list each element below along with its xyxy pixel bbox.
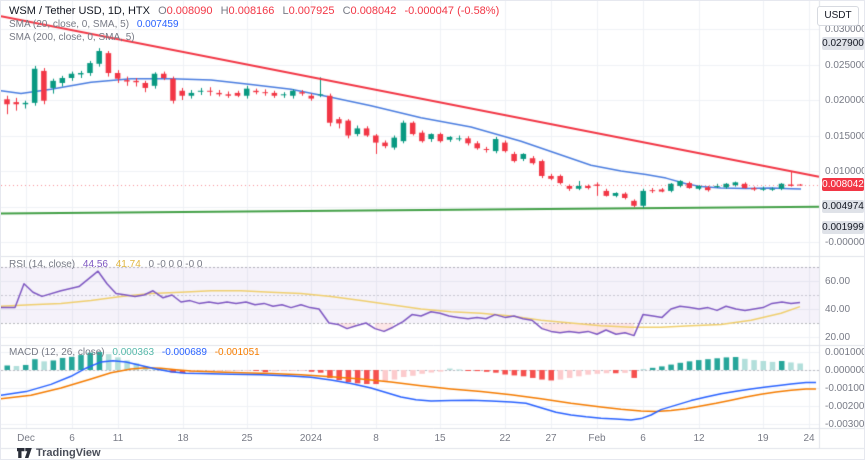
macd-label[interactable]: MACD (12, 26, close): [9, 347, 105, 358]
macd-indicator-row[interactable]: MACD (12, 26, close) 0.000363 -0.000689 …: [9, 347, 260, 358]
time-tick-label: 2024: [299, 433, 323, 444]
sma200-label[interactable]: SMA (200, close, 0, SMA, 5): [9, 32, 135, 43]
price-badge: 0.004974: [822, 199, 864, 213]
close-value: 0.008042: [350, 5, 397, 17]
sma200-row[interactable]: SMA (200, close, 0, SMA, 5): [9, 31, 499, 44]
time-tick-label: 6: [69, 433, 75, 444]
time-tick-label: 6: [640, 433, 646, 444]
price-tick-label: 0.030000: [825, 24, 865, 35]
time-tick-label: 15: [434, 433, 446, 444]
macd-line-value: -0.000689: [161, 347, 207, 358]
time-tick-label: 22: [499, 433, 511, 444]
price-tick-label: 0.020000: [825, 95, 865, 106]
symbol-title[interactable]: WSM / Tether USD, 1D, HTX: [9, 5, 150, 17]
price-tick-label: 0.015000: [825, 130, 865, 142]
time-tick-label: 12: [693, 433, 705, 444]
currency-toggle-button[interactable]: USDT: [817, 6, 859, 26]
macd-tick-label: 0.001000: [825, 347, 865, 358]
rsi-tick-label: 40.00: [825, 304, 851, 315]
change-value: -0.000047 (-0.58%): [404, 5, 500, 17]
tradingview-logo-icon: [17, 448, 32, 458]
macd-tick-label: 0.000000: [825, 365, 865, 376]
rsi-tick-label: 60.00: [825, 276, 851, 287]
time-tick-label: 27: [545, 433, 557, 444]
price-badge: 0.008042: [822, 177, 864, 191]
tradingview-attribution[interactable]: TradingView: [17, 447, 101, 459]
price-tick-label: -0.000000: [825, 237, 865, 248]
time-tick-label: 11: [112, 433, 124, 444]
sma20-value: 0.007459: [136, 19, 179, 30]
price-tick-label: 0.010000: [825, 166, 865, 177]
rsi-value: 44.56: [82, 259, 108, 270]
open-value: 0.008090: [166, 5, 213, 17]
close-label: C: [342, 5, 351, 17]
high-label: H: [220, 5, 229, 17]
macd-tick-label: -0.001000: [825, 383, 865, 394]
rsi-ma-value: 41.74: [115, 259, 141, 270]
time-tick-label: 25: [241, 433, 253, 444]
time-tick-label: Dec: [17, 433, 35, 444]
tradingview-logo-text: TradingView: [36, 447, 101, 459]
macd-tick-label: -0.002000: [825, 401, 865, 412]
time-tick-label: 24: [803, 433, 815, 444]
time-tick-label: Feb: [588, 433, 606, 444]
time-tick-label: 19: [757, 433, 769, 444]
rsi-indicator-row[interactable]: RSI (14, close) 44.56 41.74 0 -0 0 0 -0 …: [9, 259, 202, 270]
time-tick-label: 18: [177, 433, 189, 444]
macd-signal-value: -0.001051: [214, 347, 260, 358]
chart-header: WSM / Tether USD, 1D, HTX O0.008090 H0.0…: [9, 5, 499, 44]
rsi-label[interactable]: RSI (14, close): [9, 259, 76, 270]
macd-hist-value: 0.000363: [112, 347, 155, 358]
rsi-tick-label: 20.00: [825, 332, 851, 343]
time-tick-label: 8: [373, 433, 379, 444]
low-label: L: [282, 5, 289, 17]
price-tick-label: 0.025000: [825, 59, 865, 71]
sma20-row[interactable]: SMA (20, close, 0, SMA, 5) 0.007459: [9, 18, 499, 31]
low-value: 0.007925: [288, 5, 335, 17]
open-label: O: [158, 5, 167, 17]
price-badge: 0.027900: [822, 36, 864, 50]
high-value: 0.008166: [228, 5, 275, 17]
sma20-label[interactable]: SMA (20, close, 0, SMA, 5): [9, 19, 130, 30]
symbol-row[interactable]: WSM / Tether USD, 1D, HTX O0.008090 H0.0…: [9, 5, 499, 18]
price-badge: 0.001999: [822, 220, 864, 234]
rsi-extra-values: 0 -0 0 0 -0 0: [148, 259, 203, 270]
